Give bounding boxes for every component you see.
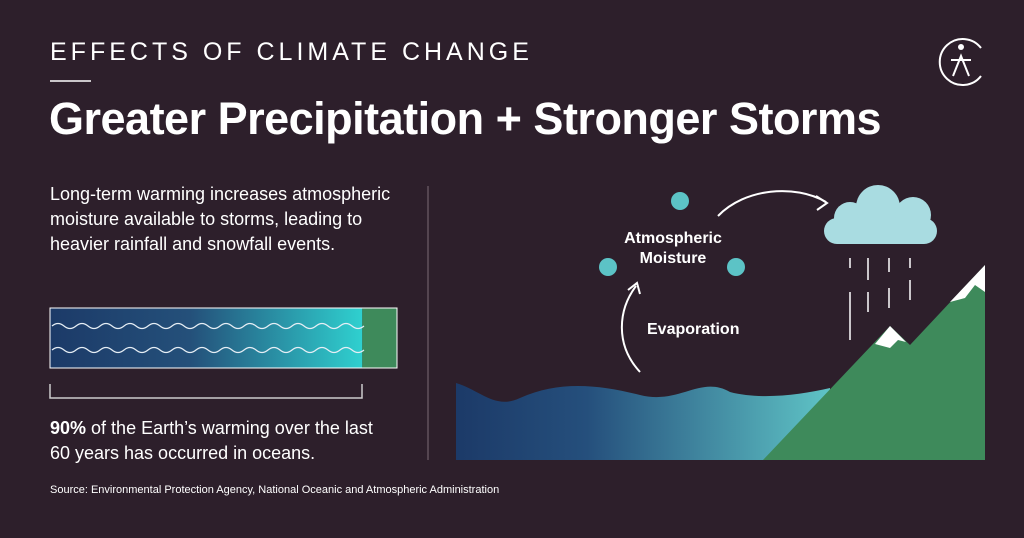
wave	[51, 322, 365, 330]
ocean-share	[50, 308, 363, 368]
ocean-bar	[49, 307, 398, 369]
stat: 90% of the Earth’s warming over the last…	[50, 416, 395, 466]
moisture-label: Atmospheric Moisture	[624, 230, 722, 267]
stat-text: of the Earth’s warming over the last 60 …	[50, 418, 373, 463]
bar-outline	[49, 307, 398, 369]
evaporation-label: Evaporation	[647, 321, 740, 338]
description: Long-term warming increases atmospheric …	[50, 184, 391, 254]
snow	[875, 265, 985, 348]
mountain	[763, 265, 985, 460]
wave	[51, 346, 365, 354]
cloud	[824, 185, 937, 244]
bracket	[49, 384, 363, 399]
title: Greater Precipitation + Stronger Storms	[49, 93, 881, 144]
source: Source: Environmental Protection Agency,…	[50, 484, 500, 496]
moisture-drops	[599, 192, 745, 276]
kicker: EFFECTS OF CLIMATE CHANGE	[50, 38, 533, 66]
stat-value: 90%	[50, 418, 87, 438]
arrows	[620, 190, 829, 373]
land-share	[362, 308, 397, 368]
rain	[849, 258, 911, 340]
logo	[938, 38, 982, 86]
sea	[456, 383, 830, 460]
